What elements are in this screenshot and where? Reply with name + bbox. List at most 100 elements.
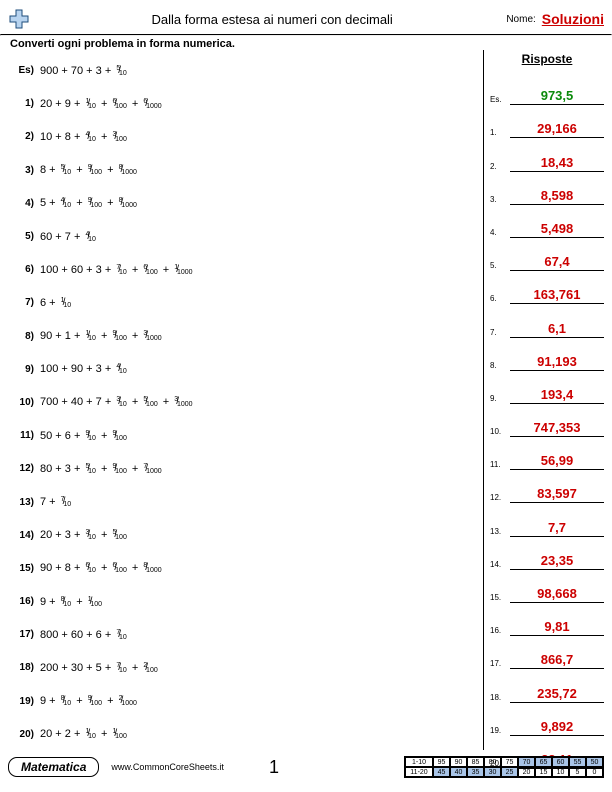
score-cell: 80 [484, 757, 501, 767]
answer-row: 8.91,193 [490, 338, 604, 371]
answer-value: 6,1 [510, 321, 604, 338]
answer-row: 4.5,498 [490, 205, 604, 238]
plus-icon [8, 8, 30, 30]
problem-row: 6)100 + 60 + 3 + 7/10 + 6/100 + 1/1000 [8, 253, 479, 286]
problem-expression: 100 + 60 + 3 + 7/10 + 6/100 + 1/1000 [40, 264, 195, 276]
answer-value: 163,761 [510, 287, 604, 304]
subject-box: Matematica [8, 757, 99, 777]
answer-row: 15.98,668 [490, 570, 604, 603]
score-cell: 15 [535, 767, 552, 777]
problem-expression: 7 + 7/10 [40, 496, 73, 508]
answer-label: 6. [490, 294, 510, 304]
problem-number: Es) [8, 65, 40, 76]
problem-number: 1) [8, 98, 40, 109]
problem-row: 18)200 + 30 + 5 + 7/10 + 2/100 [8, 651, 479, 684]
answer-value: 866,7 [510, 652, 604, 669]
problem-number: 4) [8, 198, 40, 209]
problem-row: 1)20 + 9 + 1/10 + 6/100 + 6/1000 [8, 87, 479, 120]
score-cell: 11-20 [405, 767, 433, 777]
problem-expression: 200 + 30 + 5 + 7/10 + 2/100 [40, 662, 160, 674]
answer-row: 5.67,4 [490, 238, 604, 271]
answer-value: 5,498 [510, 221, 604, 238]
answer-label: 5. [490, 261, 510, 271]
problem-number: 16) [8, 596, 40, 607]
problem-expression: 60 + 7 + 4/10 [40, 231, 98, 243]
problem-number: 14) [8, 530, 40, 541]
answer-label: 9. [490, 394, 510, 404]
problem-number: 5) [8, 231, 40, 242]
problem-expression: 20 + 2 + 1/10 + 1/100 [40, 728, 129, 740]
score-cell: 35 [467, 767, 484, 777]
score-cell: 95 [433, 757, 450, 767]
problem-row: 12)80 + 3 + 5/10 + 9/100 + 7/1000 [8, 452, 479, 485]
problem-row: 15)90 + 8 + 6/10 + 6/100 + 8/1000 [8, 552, 479, 585]
problem-expression: 9 + 8/10 + 9/100 + 2/1000 [40, 695, 139, 707]
problem-number: 11) [8, 430, 40, 441]
score-cell: 25 [501, 767, 518, 777]
answer-row: 17.866,7 [490, 636, 604, 669]
problem-row: 16)9 + 8/10 + 1/100 [8, 585, 479, 618]
problem-number: 18) [8, 662, 40, 673]
problem-expression: 900 + 70 + 3 + 5/10 [40, 65, 129, 77]
answer-row: 6.163,761 [490, 271, 604, 304]
answer-value: 18,43 [510, 155, 604, 172]
problem-row: 19)9 + 8/10 + 9/100 + 2/1000 [8, 685, 479, 718]
score-cell: 70 [518, 757, 535, 767]
problem-row: Es)900 + 70 + 3 + 5/10 [8, 54, 479, 87]
answer-row: 7.6,1 [490, 304, 604, 337]
score-cell: 20 [518, 767, 535, 777]
score-cell: 10 [552, 767, 569, 777]
answer-label: 8. [490, 361, 510, 371]
answer-value: 973,5 [510, 88, 604, 105]
answer-label: 12. [490, 493, 510, 503]
problem-number: 15) [8, 563, 40, 574]
problem-expression: 9 + 8/10 + 1/100 [40, 596, 104, 608]
page-number: 1 [144, 757, 404, 778]
answer-row: 14.23,35 [490, 537, 604, 570]
answer-row: 13.7,7 [490, 503, 604, 536]
solutions-label: Soluzioni [542, 11, 604, 27]
problem-row: 9)100 + 90 + 3 + 4/10 [8, 353, 479, 386]
instructions: Converti ogni problema in forma numerica… [0, 36, 612, 50]
problem-number: 13) [8, 497, 40, 508]
problem-expression: 8 + 5/10 + 9/100 + 8/1000 [40, 164, 139, 176]
answer-label: 19. [490, 726, 510, 736]
problems-column: Es)900 + 70 + 3 + 5/101)20 + 9 + 1/10 + … [8, 50, 479, 750]
score-cell: 45 [433, 767, 450, 777]
problem-number: 8) [8, 331, 40, 342]
problem-number: 17) [8, 629, 40, 640]
problem-row: 8)90 + 1 + 1/10 + 9/100 + 3/1000 [8, 320, 479, 353]
answer-row: 10.747,353 [490, 404, 604, 437]
problem-number: 3) [8, 165, 40, 176]
score-cell: 65 [535, 757, 552, 767]
answers-column: Risposte Es.973,51.29,1662.18,433.8,5984… [484, 50, 604, 750]
answer-row: 16.9,81 [490, 603, 604, 636]
problem-expression: 800 + 60 + 6 + 7/10 [40, 629, 129, 641]
problem-number: 10) [8, 397, 40, 408]
answer-label: 16. [490, 626, 510, 636]
score-cell: 0 [586, 767, 603, 777]
answer-label: 11. [490, 460, 510, 470]
answer-value: 193,4 [510, 387, 604, 404]
answer-label: Es. [490, 95, 510, 105]
answer-label: 18. [490, 693, 510, 703]
answer-label: 14. [490, 560, 510, 570]
answer-value: 235,72 [510, 686, 604, 703]
score-cell: 60 [552, 757, 569, 767]
answer-row: 1.29,166 [490, 105, 604, 138]
problem-row: 11)50 + 6 + 9/10 + 9/100 [8, 419, 479, 452]
answer-value: 8,598 [510, 188, 604, 205]
score-cell: 75 [501, 757, 518, 767]
problem-number: 19) [8, 696, 40, 707]
answer-value: 98,668 [510, 586, 604, 603]
score-cell: 1-10 [405, 757, 433, 767]
score-cell: 5 [569, 767, 586, 777]
score-cell: 40 [450, 767, 467, 777]
problem-row: 10)700 + 40 + 7 + 3/10 + 5/100 + 3/1000 [8, 386, 479, 419]
problem-expression: 20 + 9 + 1/10 + 6/100 + 6/1000 [40, 98, 164, 110]
answer-row: Es.973,5 [490, 72, 604, 105]
answer-label: 3. [490, 195, 510, 205]
problem-expression: 6 + 1/10 [40, 297, 73, 309]
problem-expression: 90 + 1 + 1/10 + 9/100 + 3/1000 [40, 330, 164, 342]
worksheet-title: Dalla forma estesa ai numeri con decimal… [38, 12, 506, 27]
